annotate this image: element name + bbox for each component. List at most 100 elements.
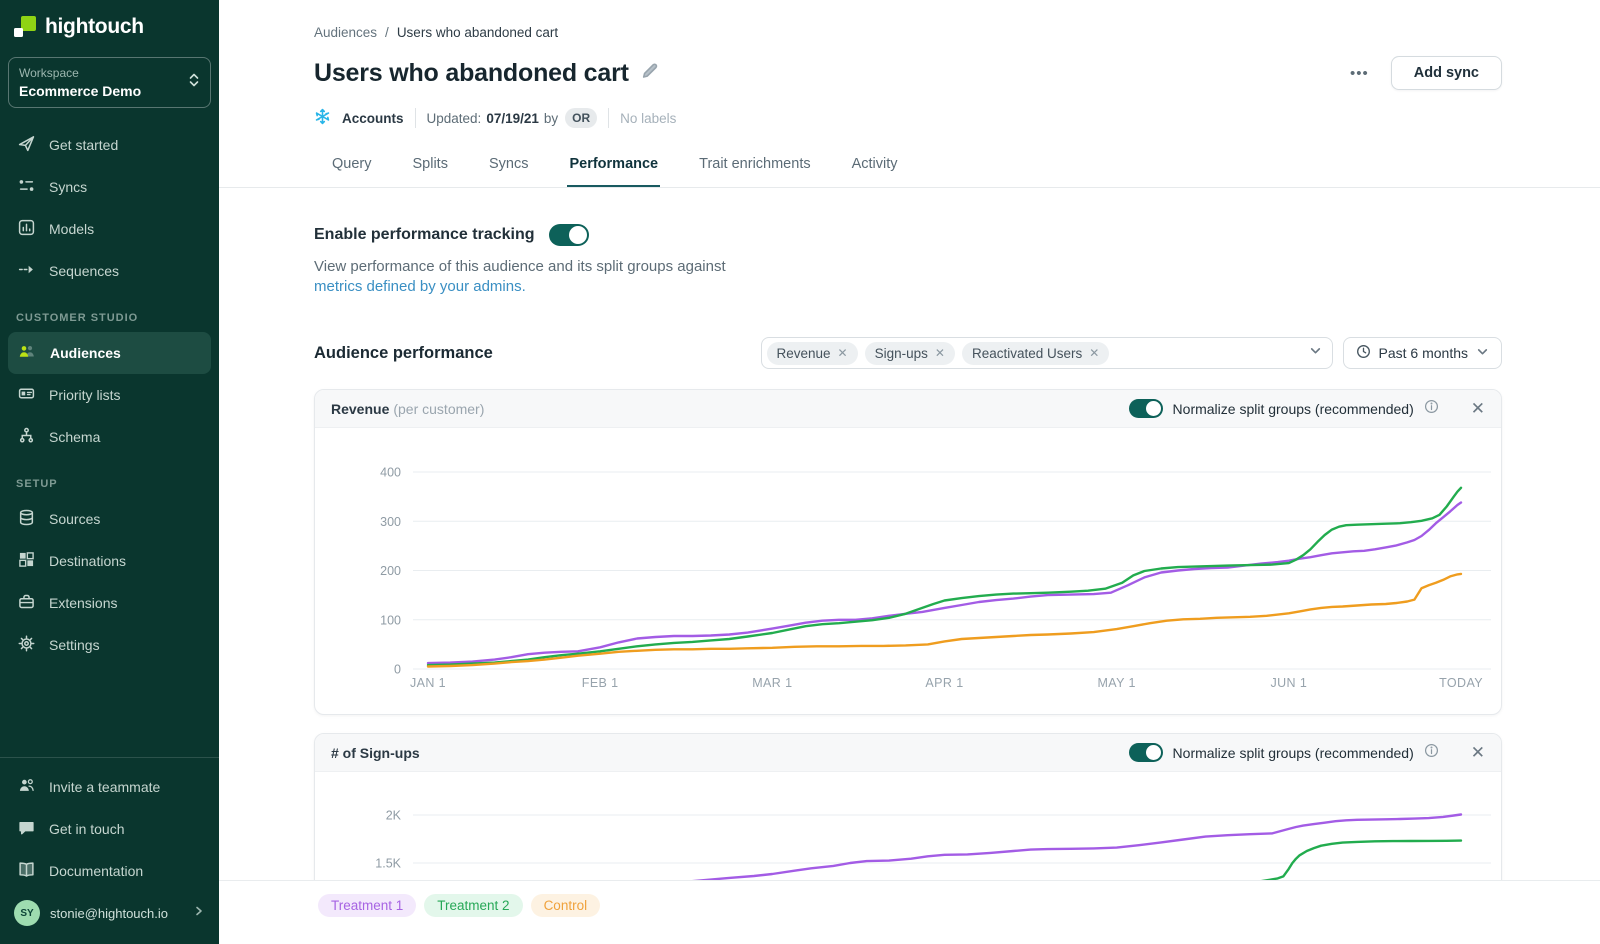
dashed-arrow-icon	[18, 261, 35, 281]
split-group-legend: Treatment 1 Treatment 2 Control	[219, 880, 1600, 944]
normalize-toggle[interactable]	[1128, 399, 1163, 418]
sidebar-footer: Invite a teammate Get in touch Documenta…	[0, 757, 219, 944]
metric-multiselect[interactable]: Revenue ✕ Sign-ups ✕ Reactivated Users ✕	[760, 337, 1333, 369]
sidebar-item-label: Get in touch	[49, 821, 125, 837]
more-options-button[interactable]: •••	[1346, 59, 1373, 88]
time-range-select[interactable]: Past 6 months	[1342, 337, 1502, 369]
sidebar-item-label: Destinations	[49, 553, 127, 569]
tab-activity[interactable]: Activity	[851, 156, 898, 172]
updated-label: Updated:	[426, 110, 482, 126]
remove-chip-icon[interactable]: ✕	[837, 346, 848, 360]
normalize-toggle[interactable]	[1128, 743, 1163, 762]
sidebar-item-syncs[interactable]: Syncs	[0, 166, 219, 208]
enable-performance-tracking-label: Enable performance tracking	[314, 226, 535, 243]
edit-pencil-icon[interactable]	[641, 62, 659, 85]
invite-people-icon	[18, 777, 35, 797]
sidebar-item-label: Extensions	[49, 595, 118, 611]
divider	[414, 108, 416, 128]
account-menu[interactable]: SY stonie@hightouch.io	[0, 892, 219, 938]
legend-treatment-2[interactable]: Treatment 2	[424, 894, 523, 917]
svg-text:APR 1: APR 1	[925, 676, 963, 690]
sidebar-item-destinations[interactable]: Destinations	[0, 540, 219, 582]
sidebar-item-label: Invite a teammate	[49, 779, 161, 795]
grid-icon	[18, 551, 35, 571]
remove-chip-icon[interactable]: ✕	[1089, 346, 1100, 360]
audience-meta: Accounts Updated: 07/19/21 by OR No labe…	[314, 108, 1502, 128]
labels-placeholder[interactable]: No labels	[620, 110, 677, 126]
logo-wordmark: hightouch	[45, 15, 144, 38]
briefcase-icon	[18, 593, 35, 613]
tab-trait-enrichments[interactable]: Trait enrichments	[699, 156, 811, 172]
close-icon[interactable]: ✕	[1470, 743, 1485, 762]
sidebar-item-priority-lists[interactable]: Priority lists	[0, 374, 219, 416]
svg-text:TODAY: TODAY	[1439, 676, 1483, 690]
book-icon	[18, 861, 35, 881]
svg-text:100: 100	[380, 613, 401, 627]
sidebar-item-sources[interactable]: Sources	[0, 498, 219, 540]
sidebar-item-label: Audiences	[50, 345, 121, 361]
svg-text:FEB 1: FEB 1	[582, 676, 619, 690]
sliders-icon	[18, 177, 35, 197]
divider	[608, 108, 610, 128]
sidebar-item-label: Get started	[49, 137, 119, 153]
workspace-label: Workspace	[19, 66, 79, 80]
tab-query[interactable]: Query	[332, 156, 372, 172]
sidebar-item-extensions[interactable]: Extensions	[0, 582, 219, 624]
breadcrumb-current: Users who abandoned cart	[396, 25, 559, 40]
by-label: by	[543, 110, 559, 126]
chevron-down-icon	[1309, 344, 1322, 362]
editor-avatar[interactable]: OR	[565, 108, 598, 128]
signups-chart: 2K 1.5K	[315, 772, 1501, 944]
add-sync-button[interactable]: Add sync	[1390, 56, 1502, 90]
sidebar-nav: Get started Syncs Models Sequences CUSTO…	[0, 112, 219, 666]
audiences-people-icon	[18, 343, 36, 363]
revenue-chart-card: Revenue (per customer) Normalize split gr…	[314, 389, 1502, 715]
tab-performance[interactable]: Performance	[567, 150, 661, 187]
sidebar-item-schema[interactable]: Schema	[0, 416, 219, 458]
breadcrumb-audiences-link[interactable]: Audiences	[314, 25, 378, 40]
legend-control[interactable]: Control	[530, 894, 601, 917]
rocket-icon	[18, 135, 35, 155]
schema-tree-icon	[18, 427, 35, 447]
workspace-selector[interactable]: Workspace Ecommerce Demo	[8, 57, 211, 108]
sidebar-item-label: Models	[49, 221, 95, 237]
page-title: Users who abandoned cart	[314, 58, 629, 87]
tab-syncs[interactable]: Syncs	[488, 156, 529, 172]
sidebar-item-settings[interactable]: Settings	[0, 624, 219, 666]
svg-text:JAN 1: JAN 1	[410, 676, 446, 690]
sidebar-item-get-started[interactable]: Get started	[0, 124, 219, 166]
svg-text:200: 200	[380, 564, 401, 578]
metrics-admin-link[interactable]: metrics defined by your admins.	[314, 278, 526, 295]
main-content: Audiences / Users who abandoned cart Use…	[219, 0, 1600, 944]
svg-text:MAY 1: MAY 1	[1097, 676, 1135, 690]
tab-splits[interactable]: Splits	[412, 156, 448, 172]
performance-tracking-toggle[interactable]	[548, 224, 589, 246]
legend-treatment-1[interactable]: Treatment 1	[318, 894, 417, 917]
info-icon[interactable]	[1424, 399, 1439, 419]
close-icon[interactable]: ✕	[1470, 399, 1485, 418]
customer-studio-header: CUSTOMER STUDIO	[16, 312, 139, 324]
sidebar-item-documentation[interactable]: Documentation	[0, 850, 219, 892]
priority-list-icon	[18, 385, 35, 405]
parent-model-name[interactable]: Accounts	[342, 110, 404, 126]
sidebar-item-label: Documentation	[49, 863, 144, 879]
svg-text:400: 400	[380, 466, 401, 480]
metric-chip-reactivated-users: Reactivated Users ✕	[961, 341, 1110, 365]
tab-bar: Query Splits Syncs Performance Trait enr…	[219, 150, 1600, 188]
normalize-label: Normalize split groups (recommended)	[1172, 400, 1414, 417]
workspace-name: Ecommerce Demo	[19, 83, 142, 99]
sidebar-item-audiences[interactable]: Audiences	[8, 332, 211, 374]
audience-performance-heading: Audience performance	[314, 343, 493, 362]
sidebar-item-label: Priority lists	[49, 387, 121, 403]
sidebar-item-models[interactable]: Models	[0, 208, 219, 250]
sidebar-item-invite-teammate[interactable]: Invite a teammate	[0, 766, 219, 808]
sidebar-item-sequences[interactable]: Sequences	[0, 250, 219, 292]
breadcrumb: Audiences / Users who abandoned cart	[314, 0, 1502, 40]
svg-text:MAR 1: MAR 1	[752, 676, 792, 690]
sidebar-item-get-in-touch[interactable]: Get in touch	[0, 808, 219, 850]
remove-chip-icon[interactable]: ✕	[934, 346, 945, 360]
sidebar-item-label: Syncs	[49, 179, 88, 195]
info-icon[interactable]	[1424, 743, 1439, 763]
hightouch-logo-icon	[14, 16, 36, 38]
hightouch-logo[interactable]: hightouch	[0, 0, 219, 49]
